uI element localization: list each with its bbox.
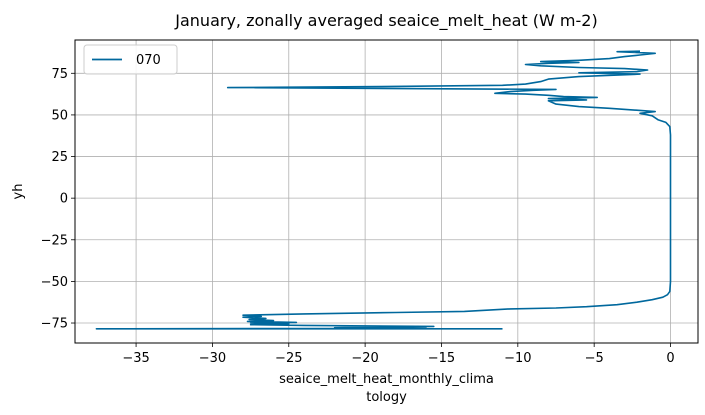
x-tick-label: −20	[351, 351, 378, 366]
y-tick-label: 25	[51, 150, 68, 165]
x-tick-label: −5	[585, 351, 604, 366]
y-tick-label: 50	[51, 108, 68, 123]
legend: 070	[83, 44, 178, 75]
x-tick-label: 0	[666, 351, 674, 366]
series-layer	[95, 50, 672, 330]
y-tick-label: 75	[51, 67, 68, 82]
x-tick-label: −35	[122, 351, 149, 366]
x-axis-label-line-2: tology	[366, 390, 407, 405]
y-tick-label: −75	[41, 317, 68, 332]
x-axis-label-line-1: seaice_melt_heat_monthly_clima	[279, 372, 494, 387]
y-axis-label: yh	[11, 184, 26, 200]
x-tick-label: −25	[275, 351, 302, 366]
y-tick-label: 0	[60, 192, 68, 207]
legend-label-070: 070	[136, 53, 161, 68]
x-tick-label: −15	[428, 351, 455, 366]
x-tick-label: −10	[504, 351, 531, 366]
plot-frame	[74, 39, 699, 344]
legend-box	[83, 44, 178, 75]
chart-title: January, zonally averaged seaice_melt_he…	[174, 11, 597, 31]
y-tick-label: −25	[41, 233, 68, 248]
x-tick-label: −30	[199, 351, 226, 366]
series-line-070	[95, 50, 672, 330]
y-tick-label: −50	[41, 275, 68, 290]
grid	[75, 40, 698, 343]
